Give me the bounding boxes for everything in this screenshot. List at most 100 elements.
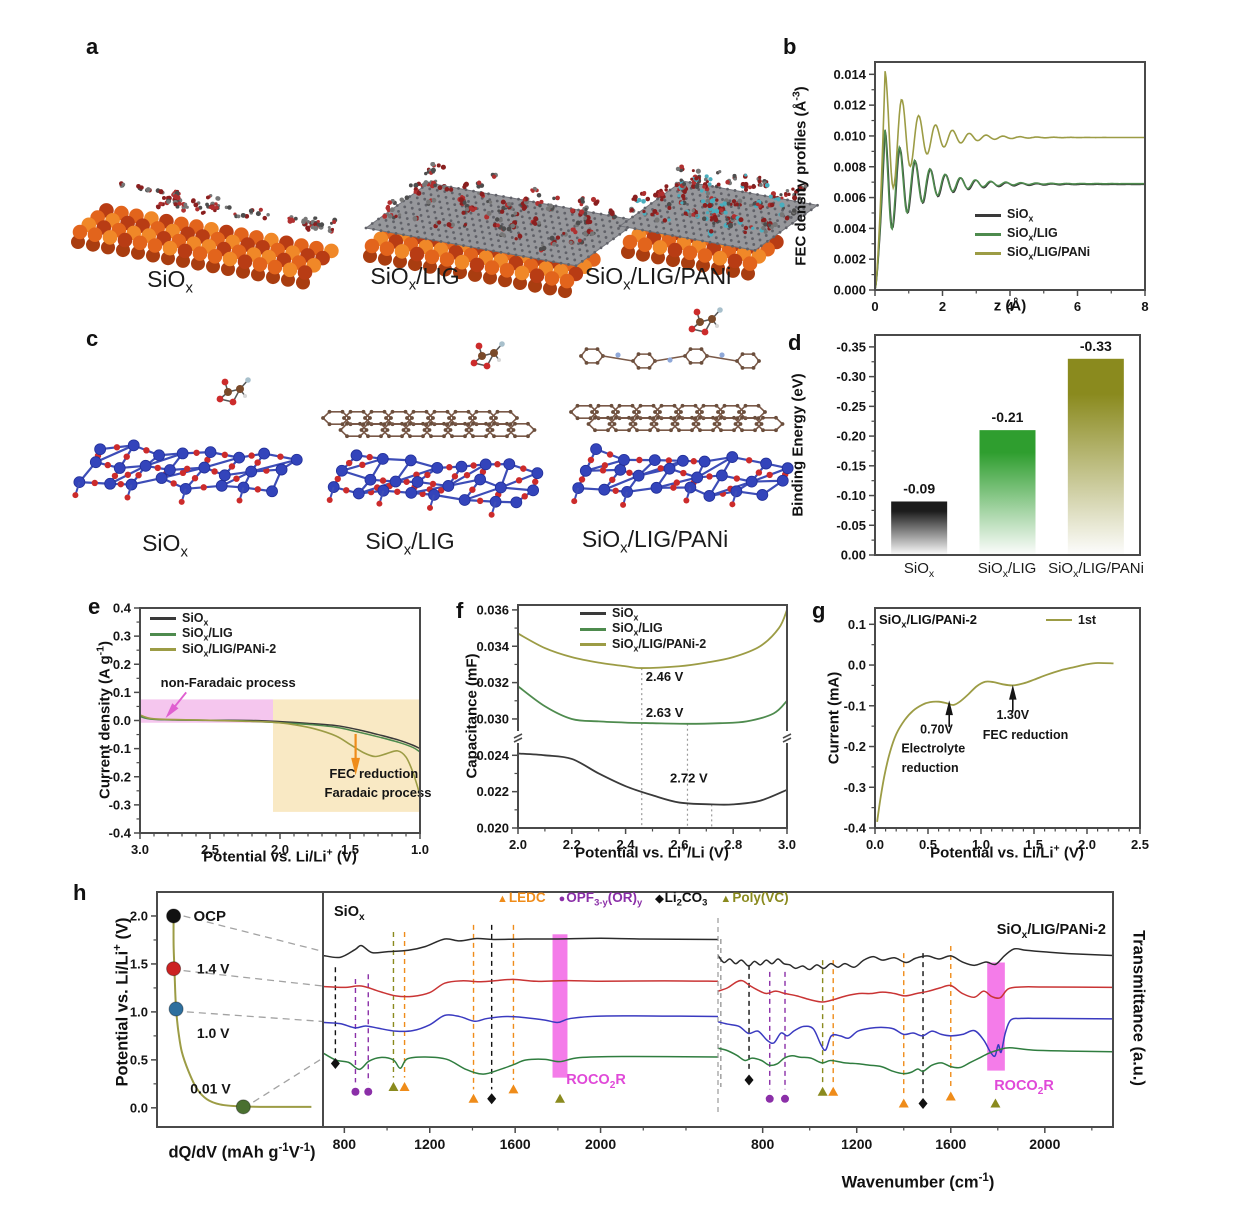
h-wavenumber-x-axis-label: Wavenumber (cm-1): [841, 1171, 995, 1192]
chart-g: 0.70V Electrolyte reduction 1.30V FEC reduct…: [844, 607, 1149, 852]
svg-text:800: 800: [751, 1136, 775, 1152]
structure-caption-sioxligpani-c: SiOx/LIG/PANi: [581, 526, 729, 557]
structure-caption-sioxlig-a: SiOx/LIG: [370, 263, 460, 294]
legend-swatch: [975, 252, 1001, 255]
svg-text:-0.2: -0.2: [844, 739, 866, 754]
ftir-legend-item: ●OPF3-y(OR)y: [558, 890, 643, 909]
legend-item: SiOx: [150, 611, 276, 627]
legend-item: SiOx/LIG/PANi-2: [580, 637, 706, 653]
chart-e: non-Faradaic process FEC reduction Faradai…: [109, 601, 432, 858]
svg-text:Faradaic process: Faradaic process: [325, 785, 432, 800]
d-y-axis-label: Binding Energy (eV): [789, 373, 807, 517]
legend-swatch: [975, 233, 1001, 236]
svg-text:-0.20: -0.20: [836, 429, 866, 444]
g-inplot-title: SiOx/LIG/PANi-2: [879, 612, 978, 630]
structure-caption-sioxligpani-a: SiOx/LIG/PANi: [584, 263, 732, 294]
svg-text:2.8: 2.8: [724, 837, 742, 852]
legend-item: SiOx: [580, 606, 706, 622]
svg-text:0.010: 0.010: [833, 128, 866, 143]
svg-text:-0.35: -0.35: [836, 339, 866, 354]
legend-label: SiOx/LIG: [1007, 226, 1058, 243]
svg-text:2000: 2000: [1029, 1136, 1060, 1152]
svg-text:-0.10: -0.10: [836, 488, 866, 503]
legend-item: SiOx/LIG: [580, 621, 706, 638]
svg-text:0.014: 0.014: [833, 67, 866, 82]
legend-label: 1st: [1078, 613, 1097, 627]
svg-text:2.2: 2.2: [563, 837, 581, 852]
svg-text:800: 800: [333, 1136, 357, 1152]
h-y-axis-label: Potential vs. Li/Li+ (V): [111, 917, 132, 1087]
svg-text:1200: 1200: [414, 1136, 445, 1152]
svg-text:0.2: 0.2: [113, 657, 131, 672]
legend-label: SiOx/LIG/PANi-2: [182, 641, 277, 659]
svg-text:0.0: 0.0: [113, 713, 131, 728]
svg-text:reduction: reduction: [902, 761, 959, 775]
svg-text:0.0: 0.0: [866, 837, 884, 852]
dft-siox-lig: [321, 341, 544, 518]
svg-text:-0.33: -0.33: [1080, 338, 1112, 354]
svg-text:FEC reduction: FEC reduction: [329, 766, 418, 781]
legend-label: SiOx/LIG: [182, 626, 233, 643]
svg-text:1.5: 1.5: [341, 842, 359, 857]
svg-text:0.0: 0.0: [848, 658, 866, 673]
ftir-legend-item: ◆Li2CO3: [655, 890, 708, 909]
svg-text:2.6: 2.6: [670, 837, 688, 852]
svg-text:0.032: 0.032: [476, 675, 509, 690]
legend-label: SiOx: [182, 610, 209, 628]
svg-text:-0.4: -0.4: [844, 821, 867, 836]
e-y-axis-label: Current density (A g-1): [94, 641, 114, 799]
svg-text:2.72 V: 2.72 V: [670, 771, 708, 786]
panel-label-d: d: [788, 330, 802, 355]
svg-text:-0.25: -0.25: [836, 399, 866, 414]
svg-text:0.00: 0.00: [841, 548, 866, 563]
svg-text:0.1: 0.1: [113, 685, 131, 700]
structure-caption-siox-c: SiOx: [142, 530, 188, 561]
svg-text:1.4 V: 1.4 V: [197, 961, 230, 977]
h-left-panel-material-label: SiOx: [334, 904, 365, 923]
svg-text:OCP: OCP: [194, 908, 227, 925]
md-siox: [71, 181, 339, 290]
svg-text:2.4: 2.4: [617, 837, 636, 852]
g-legend: 1st: [1046, 612, 1096, 628]
svg-text:0.5: 0.5: [919, 837, 937, 852]
svg-text:0.3: 0.3: [113, 629, 131, 644]
svg-text:0: 0: [871, 299, 878, 314]
svg-text:0.5: 0.5: [130, 1052, 148, 1067]
h-right-panel-material-label: SiOx/LIG/PANi-2: [996, 922, 1106, 941]
svg-text:2.5: 2.5: [1131, 837, 1149, 852]
chart-f: 2.46 V 2.63 V 2.72 V 2.0 2.2 2.4 2.6 2.8 3.0 0.02…: [476, 602, 796, 852]
legend-item: SiOx/LIG: [975, 225, 1090, 244]
svg-text:3.0: 3.0: [778, 837, 796, 852]
svg-text:-0.3: -0.3: [844, 780, 866, 795]
svg-text:-0.3: -0.3: [109, 797, 131, 812]
svg-text:0.036: 0.036: [476, 602, 509, 617]
svg-text:-0.21: -0.21: [992, 409, 1024, 425]
svg-text:2.63 V: 2.63 V: [646, 705, 684, 720]
svg-text:0.70V: 0.70V: [920, 722, 953, 736]
svg-text:Electrolyte: Electrolyte: [901, 742, 965, 756]
legend-swatch: [150, 648, 176, 652]
d-category-siox: SiOx: [903, 560, 935, 580]
svg-text:0.006: 0.006: [833, 190, 866, 205]
svg-text:-0.30: -0.30: [836, 369, 866, 384]
legend-label: SiOx/LIG/PANi: [1007, 245, 1091, 262]
panel-label-e: e: [88, 594, 101, 619]
structure-caption-sioxlig-c: SiOx/LIG: [365, 528, 455, 559]
svg-text:1200: 1200: [841, 1136, 872, 1152]
svg-text:-0.15: -0.15: [836, 458, 866, 473]
svg-text:-0.4: -0.4: [109, 826, 132, 841]
svg-text:-0.05: -0.05: [836, 518, 866, 533]
b-x-axis-label: z (Å): [993, 297, 1027, 315]
e-x-axis-label: Potential vs. Li/Li+ (V): [203, 846, 357, 866]
svg-text:0.4: 0.4: [113, 601, 132, 616]
panel-a-md-snapshots: [71, 161, 819, 299]
svg-text:1.0: 1.0: [972, 837, 990, 852]
panel-label-h: h: [73, 880, 87, 905]
panel-label-g: g: [812, 598, 826, 623]
svg-text:2.46 V: 2.46 V: [646, 669, 684, 684]
svg-text:0.024: 0.024: [476, 748, 509, 763]
chart-b: 0 2 4 6 8 0.000 0.002 0.004 0.006 0.008 0.010 0.012…: [833, 61, 1149, 314]
svg-text:1.5: 1.5: [1025, 837, 1043, 852]
